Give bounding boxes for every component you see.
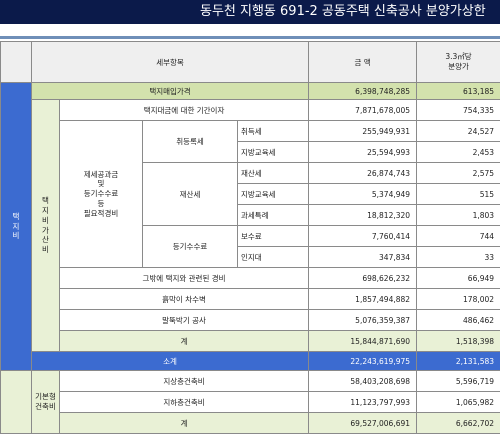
row-label: 지하층건축비 <box>60 392 309 413</box>
row-per-area: 178,002 <box>417 289 500 310</box>
sub-reg: 등기수수료 <box>143 226 238 268</box>
row-amount: 698,626,232 <box>309 268 417 289</box>
row-amount: 26,874,743 <box>309 163 417 184</box>
row-label: 보수료 <box>238 226 309 247</box>
row-label: 소계 <box>32 352 309 371</box>
row-per-area: 744 <box>417 226 500 247</box>
row-per-area: 2,575 <box>417 163 500 184</box>
row-per-area: 5,596,719 <box>417 371 500 392</box>
row-per-area: 2,453 <box>417 142 500 163</box>
row-amount: 18,812,320 <box>309 205 417 226</box>
table-header: 세부항목 금 액 3.3㎡당 분양가 <box>1 42 500 83</box>
row-per-area: 613,185 <box>417 83 500 100</box>
row-label: 흙막이 차수벽 <box>60 289 309 310</box>
row-label: 지상층건축비 <box>60 371 309 392</box>
row-amount: 7,871,678,005 <box>309 100 417 121</box>
table-row: 택 지 비 택지매입가격 6,398,748,285 613,185 <box>1 83 500 100</box>
cost-table: 세부항목 금 액 3.3㎡당 분양가 택 지 비 택지매입가격 6,398,74… <box>0 41 500 434</box>
row-per-area: 6,662,702 <box>417 413 500 434</box>
sub-acq: 취등록세 <box>143 121 238 163</box>
sub-prop: 재산세 <box>143 163 238 226</box>
row-per-area: 515 <box>417 184 500 205</box>
row-label: 택지매입가격 <box>32 83 309 100</box>
row-label: 그밖에 택지와 관련된 경비 <box>60 268 309 289</box>
row-label: 과세특례 <box>238 205 309 226</box>
row-amount: 6,398,748,285 <box>309 83 417 100</box>
row-label: 지방교육세 <box>238 142 309 163</box>
row-amount: 25,594,993 <box>309 142 417 163</box>
header-blank <box>1 42 32 83</box>
row-label: 지방교육세 <box>238 184 309 205</box>
row-per-area: 66,949 <box>417 268 500 289</box>
row-amount: 69,527,006,691 <box>309 413 417 434</box>
header-item: 세부항목 <box>32 42 309 83</box>
row-per-area: 1,065,982 <box>417 392 500 413</box>
row-per-area: 1,518,398 <box>417 331 500 352</box>
row-label: 말뚝박기 공사 <box>60 310 309 331</box>
table-row: 그밖에 택지와 관련된 경비 698,626,232 66,949 <box>1 268 500 289</box>
row-amount: 347,834 <box>309 247 417 268</box>
row-per-area: 33 <box>417 247 500 268</box>
table-row: 계 69,527,006,691 6,662,702 <box>1 413 500 434</box>
row-per-area: 2,131,583 <box>417 352 500 371</box>
group-land-add: 택 지 비 가 산 비 <box>32 100 60 352</box>
row-per-area: 24,527 <box>417 121 500 142</box>
row-amount: 15,844,871,690 <box>309 331 417 352</box>
row-label: 취득세 <box>238 121 309 142</box>
group-land: 택 지 비 <box>1 83 32 371</box>
row-amount: 58,403,208,698 <box>309 371 417 392</box>
table-row: 기본형 건축비 지상층건축비 58,403,208,698 5,596,719 <box>1 371 500 392</box>
table-row: 계 15,844,871,690 1,518,398 <box>1 331 500 352</box>
row-label: 인지대 <box>238 247 309 268</box>
group-blank <box>1 371 32 434</box>
table-row: 소계 22,243,619,975 2,131,583 <box>1 352 500 371</box>
row-per-area: 486,462 <box>417 310 500 331</box>
header-amount: 금 액 <box>309 42 417 83</box>
row-amount: 7,760,414 <box>309 226 417 247</box>
group-basic-build: 기본형 건축비 <box>32 371 60 434</box>
row-per-area: 754,335 <box>417 100 500 121</box>
table-row: 흙막이 차수벽 1,857,494,882 178,002 <box>1 289 500 310</box>
table-row: 지하층건축비 11,123,797,993 1,065,982 <box>1 392 500 413</box>
row-amount: 1,857,494,882 <box>309 289 417 310</box>
row-label: 재산세 <box>238 163 309 184</box>
table-row: 제세공과금 및 등기수수료 등 필요적경비 취등록세 취득세 255,949,9… <box>1 121 500 142</box>
table-row: 택 지 비 가 산 비 택지대금에 대한 기간이자 7,871,678,005 … <box>1 100 500 121</box>
row-amount: 255,949,931 <box>309 121 417 142</box>
row-label: 택지대금에 대한 기간이자 <box>60 100 309 121</box>
row-per-area: 1,803 <box>417 205 500 226</box>
row-amount: 22,243,619,975 <box>309 352 417 371</box>
header-per-area: 3.3㎡당 분양가 <box>417 42 500 83</box>
row-amount: 11,123,797,993 <box>309 392 417 413</box>
row-amount: 5,374,949 <box>309 184 417 205</box>
page-title: 동두천 지행동 691-2 공동주택 신축공사 분양가상한 <box>0 0 500 24</box>
row-label: 계 <box>60 413 309 434</box>
divider <box>0 36 500 39</box>
row-label: 계 <box>60 331 309 352</box>
row-amount: 5,076,359,387 <box>309 310 417 331</box>
group-taxes: 제세공과금 및 등기수수료 등 필요적경비 <box>60 121 143 268</box>
table-row: 말뚝박기 공사 5,076,359,387 486,462 <box>1 310 500 331</box>
